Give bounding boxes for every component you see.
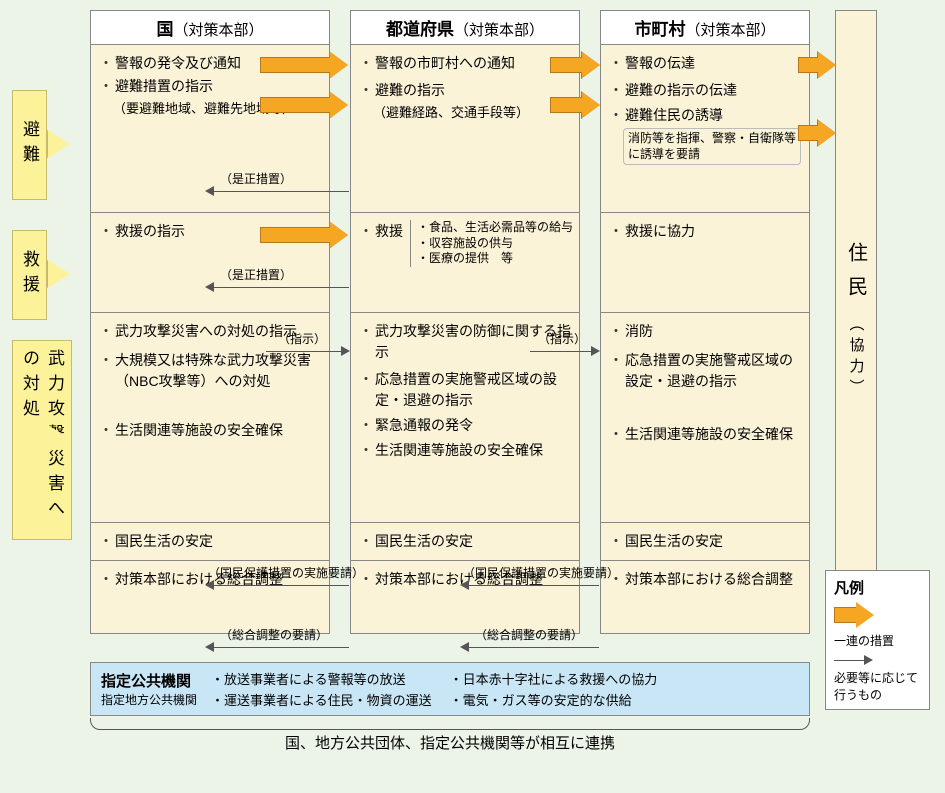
hdr-pref: 都道府県（対策本部） xyxy=(351,11,579,45)
arrow-thin xyxy=(460,642,599,652)
diagram: 避難 救援 武力攻撃災害への対処 国（対策本部） ・警報の発令及び通知 ・避難措… xyxy=(10,10,935,783)
hdr-nation: 国（対策本部） xyxy=(91,11,329,45)
arrow-orange xyxy=(260,52,348,78)
item: 避難の指示 xyxy=(375,80,445,101)
item: 避難の指示の伝達 xyxy=(625,80,737,101)
item: 緊急通報の発令 xyxy=(375,415,473,436)
item: 応急措置の実施警戒区域の設定・退避の指示 xyxy=(625,350,801,392)
arrow-label: （是正措置） xyxy=(220,170,292,187)
item: 警報の伝達 xyxy=(625,53,695,74)
arrow-orange xyxy=(550,92,600,118)
arrow-orange xyxy=(260,222,348,248)
sec-evac: ・警報の伝達 ・避難の指示の伝達 ・避難住民の誘導 消防等を指揮、警察・自衛隊等… xyxy=(601,45,809,213)
arrow-label: （国民保護措置の実施要請） xyxy=(463,564,619,581)
note: 消防等を指揮、警察・自衛隊等に誘導を要請 xyxy=(623,128,801,165)
legend-label: 一連の措置 xyxy=(834,632,921,649)
sec-life: ・国民生活の安定 xyxy=(351,523,579,561)
sec-life: ・国民生活の安定 xyxy=(601,523,809,561)
side-arrow xyxy=(48,260,70,288)
item: 救援 xyxy=(375,221,403,242)
item: 消防 xyxy=(625,321,653,342)
arrow-thin xyxy=(205,186,349,196)
legend-row xyxy=(834,602,921,628)
arrow-thin xyxy=(205,580,349,590)
legend-label: 必要等に応じて行うもの xyxy=(834,669,921,703)
item: 大規模又は特殊な武力攻撃災害（NBC攻撃等）への対処 xyxy=(115,350,321,392)
col-pref: 都道府県（対策本部） ・警報の市町村への通知 ・避難の指示 （避難経路、交通手段… xyxy=(350,10,580,634)
sec-attack: ・消防 ・応急措置の実施警戒区域の設定・退避の指示 ・生活関連等施設の安全確保 xyxy=(601,313,809,523)
arrow-label: （是正措置） xyxy=(220,266,292,283)
item: 生活関連等施設の安全確保 xyxy=(625,424,793,445)
public-institutions: 指定公共機関指定地方公共機関 ・放送事業者による警報等の放送 ・日本赤十字社によ… xyxy=(90,662,810,716)
arrow-label: （総合調整の要請） xyxy=(475,626,583,643)
item: 国民生活の安定 xyxy=(625,531,723,552)
arrow-label: （総合調整の要請） xyxy=(220,626,328,643)
item: 救援の指示 xyxy=(115,221,185,242)
arrow-orange xyxy=(798,52,836,78)
item: 救援に協力 xyxy=(625,221,695,242)
arrow-orange xyxy=(550,52,600,78)
side-rescue: 救援 xyxy=(12,230,47,320)
item: 国民生活の安定 xyxy=(115,531,213,552)
rescue-sublist: ・食品、生活必需品等の給与 ・収容施設の供与 ・医療の提供 等 xyxy=(410,220,573,267)
side-arrow xyxy=(48,130,70,158)
item-sub: （避難経路、交通手段等） xyxy=(373,103,571,123)
arrow-label: （指示） xyxy=(538,330,586,347)
legend-row xyxy=(834,655,921,665)
item: 生活関連等施設の安全確保 xyxy=(375,440,543,461)
arrow-orange xyxy=(798,120,836,146)
bottom-brace xyxy=(90,718,810,730)
sec-rescue: ・救援に協力 xyxy=(601,213,809,313)
arrow-thin xyxy=(460,580,599,590)
sec-evac: ・警報の市町村への通知 ・避難の指示 （避難経路、交通手段等） xyxy=(351,45,579,213)
residents: 住民（協力） xyxy=(835,10,877,631)
arrow-label: （国民保護措置の実施要請） xyxy=(208,564,364,581)
item: 応急措置の実施警戒区域の設定・退避の指示 xyxy=(375,369,571,411)
arrow-orange xyxy=(260,92,348,118)
bottom-text: 国、地方公共団体、指定公共機関等が相互に連携 xyxy=(90,732,810,753)
legend-title: 凡例 xyxy=(834,577,921,598)
sec-coord: ・対策本部における総合調整 xyxy=(601,561,809,633)
arrow-label: （指示） xyxy=(278,330,326,347)
col-muni: 市町村（対策本部） ・警報の伝達 ・避難の指示の伝達 ・避難住民の誘導 消防等を… xyxy=(600,10,810,634)
item: 生活関連等施設の安全確保 xyxy=(115,420,283,441)
arrow-thin xyxy=(530,346,600,356)
arrow-thin xyxy=(205,642,349,652)
legend: 凡例 一連の措置 必要等に応じて行うもの xyxy=(825,570,930,710)
item: 警報の市町村への通知 xyxy=(375,53,515,74)
sec-life: ・国民生活の安定 xyxy=(91,523,329,561)
item: 避難措置の指示 xyxy=(115,76,213,97)
item: 武力攻撃災害への対処の指示 xyxy=(115,321,297,342)
hdr-muni: 市町村（対策本部） xyxy=(601,11,809,45)
item: 国民生活の安定 xyxy=(375,531,473,552)
item: 避難住民の誘導 xyxy=(625,105,723,126)
item: 対策本部における総合調整 xyxy=(625,569,793,590)
side-evac: 避難 xyxy=(12,90,47,200)
arrow-thin xyxy=(266,346,350,356)
arrow-thin xyxy=(205,282,349,292)
side-arrow xyxy=(48,425,70,453)
item: 警報の発令及び通知 xyxy=(115,53,241,74)
